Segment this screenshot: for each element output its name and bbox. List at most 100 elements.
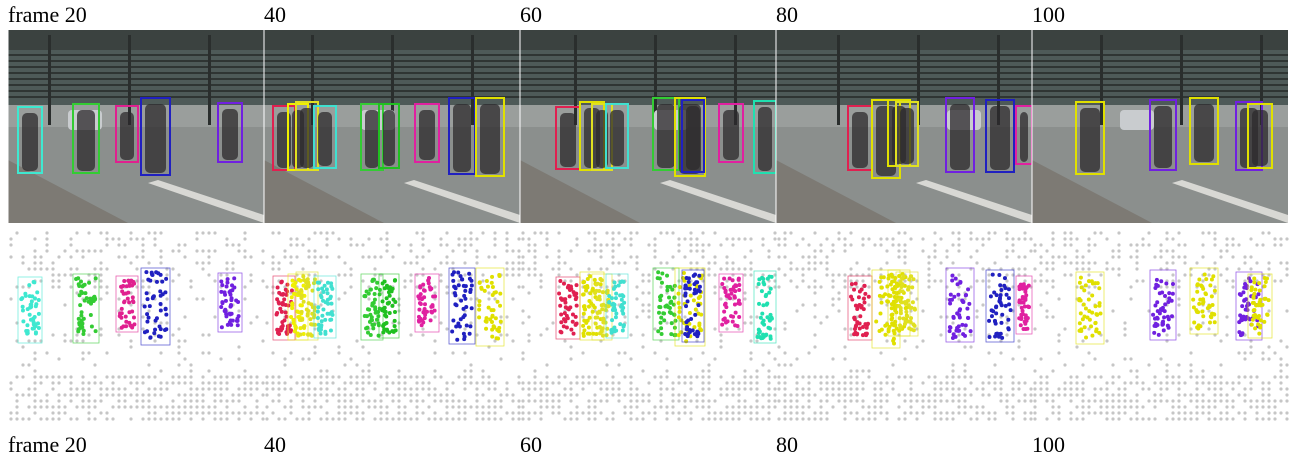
background-point [1243,393,1247,397]
track-point [874,319,879,324]
background-point [617,363,621,367]
background-point [801,405,805,409]
background-point [427,405,431,409]
background-point [1117,231,1121,235]
background-point [445,405,449,409]
background-point [975,417,979,421]
track-point [222,290,227,295]
background-point [45,351,49,355]
background-point [475,237,479,241]
track-point [761,318,766,323]
background-point [403,375,407,379]
background-point [505,267,509,271]
background-point [349,393,353,397]
background-point [1087,291,1091,295]
background-point [975,249,979,253]
background-point [421,231,425,235]
track-point [1078,311,1083,316]
photo-window-band [776,78,1032,80]
background-point [301,267,305,271]
background-point [873,405,877,409]
track-point [308,332,313,337]
background-point [1225,315,1229,319]
background-point [1093,399,1097,403]
background-point [1231,237,1235,241]
background-point [819,261,823,265]
background-point [319,303,323,307]
background-point [945,417,949,421]
track-point [609,296,614,301]
track-point [670,287,675,292]
track-point [1253,287,1258,292]
background-point [903,399,907,403]
background-point [231,393,235,397]
track-point [897,323,902,328]
background-point [445,285,449,289]
background-point [879,411,883,415]
background-point [521,411,525,415]
background-point [1201,375,1205,379]
background-point [201,231,205,235]
background-point [801,273,805,277]
background-point [665,375,669,379]
background-point [177,297,181,301]
background-point [277,381,281,385]
track-point [370,277,375,282]
track-point [1097,303,1102,308]
background-point [1005,411,1009,415]
track-point [613,296,618,301]
background-point [527,267,531,271]
background-point [611,261,615,265]
track-point [693,272,698,277]
background-point [1249,237,1253,241]
track-point [891,328,896,333]
track-point [1249,288,1254,293]
background-point [1075,417,1079,421]
background-point [557,399,561,403]
track-point [393,299,398,304]
background-point [807,375,811,379]
point-box [1189,267,1219,335]
background-point [1273,399,1277,403]
background-point [749,357,753,361]
track-point [148,335,153,340]
track-point [301,274,306,279]
background-point [373,405,377,409]
background-point [825,417,829,421]
background-point [81,351,85,355]
background-point [789,411,793,415]
background-point [45,399,49,403]
bounding-box [313,105,337,169]
track-point [574,291,579,296]
background-point [677,243,681,247]
background-point [1171,285,1175,289]
background-point [379,237,383,241]
bottom-label: 100 [1032,432,1065,457]
background-point [93,381,97,385]
background-point [1129,357,1133,361]
background-point [743,405,747,409]
background-point [957,333,961,337]
background-point [617,243,621,247]
photo-pole [997,35,1000,125]
background-point [951,399,955,403]
background-point [1255,417,1259,421]
background-point [891,381,895,385]
background-point [307,249,311,253]
background-point [117,387,121,391]
background-point [367,399,371,403]
track-point [989,314,994,319]
background-point [927,393,931,397]
track-point [594,331,599,336]
background-point [1135,255,1139,259]
background-point [849,381,853,385]
background-point [135,405,139,409]
background-point [861,399,865,403]
background-point [261,381,265,385]
background-point [9,243,13,247]
track-point [1093,304,1098,309]
background-point [367,375,371,379]
track-point [452,291,457,296]
background-point [105,243,109,247]
background-point [795,417,799,421]
